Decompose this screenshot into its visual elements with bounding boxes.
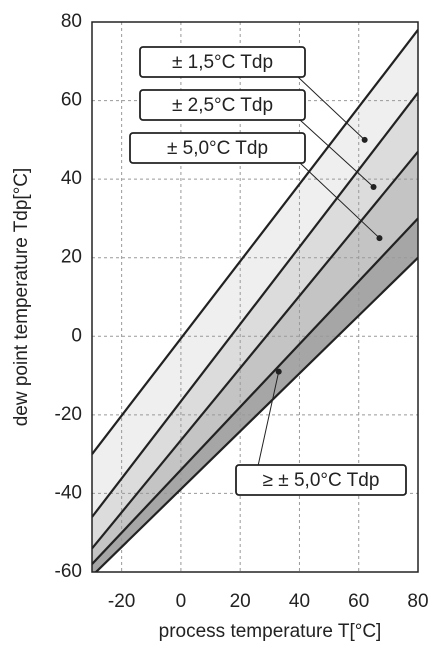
accuracy-band [92, 151, 418, 565]
accuracy-band [92, 218, 418, 572]
annotation-point [370, 184, 377, 190]
y-axis-title: dew point temperature Tdp[°C] [11, 168, 32, 427]
y-tick-label: -60 [55, 561, 82, 582]
y-tick-label: 20 [61, 247, 82, 268]
y-tick-label: -40 [55, 482, 82, 503]
y-tick-label: -20 [55, 404, 82, 425]
boundary-line [92, 217, 418, 565]
boundary-line [92, 150, 418, 550]
annotation-point [361, 136, 368, 143]
accuracy-band [92, 29, 418, 517]
accuracy-band [92, 92, 418, 549]
boundary-line [92, 29, 418, 455]
leader-line [257, 371, 280, 467]
x-tick-label: 20 [230, 591, 251, 612]
annotation-point [376, 235, 383, 242]
x-tick-label: 60 [348, 591, 369, 612]
x-tick-label: -20 [108, 591, 135, 612]
y-tick-label: 60 [61, 90, 82, 111]
annotation-label: ≥ ± 5,0°C Tdp [263, 470, 380, 491]
annotation-label: ± 2,5°C Tdp [172, 95, 273, 116]
x-tick-label: 0 [176, 591, 187, 612]
annotation-box [139, 89, 306, 121]
annotation-box [129, 132, 306, 164]
annotation-label: ± 1,5°C Tdp [172, 52, 273, 73]
plot-frame [91, 21, 419, 573]
y-tick-label: 40 [61, 168, 82, 189]
annotation-box [235, 464, 407, 496]
leader-line [297, 76, 365, 141]
annotation-box [139, 46, 306, 78]
x-tick-label: 80 [407, 591, 428, 612]
leader-line [299, 162, 380, 239]
y-tick-label: 80 [61, 11, 82, 32]
x-tick-label: 40 [289, 591, 310, 612]
x-axis-title: process temperature T[°C] [159, 621, 382, 642]
y-tick-label: 0 [71, 325, 82, 346]
annotation-point [275, 368, 282, 375]
annotation-label: ± 5,0°C Tdp [167, 138, 268, 159]
leader-line [299, 119, 374, 188]
boundary-line [92, 92, 418, 518]
boundary-line [94, 256, 418, 572]
